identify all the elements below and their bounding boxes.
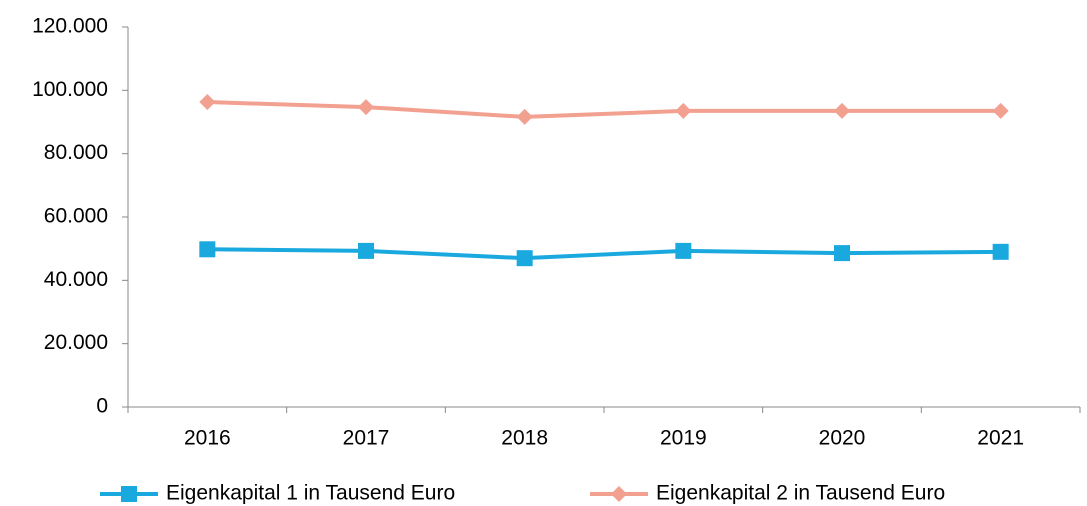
x-tick-label: 2017	[343, 427, 390, 450]
data-point	[834, 245, 850, 262]
data-point	[516, 108, 533, 125]
y-tick-label: 80.000	[44, 141, 108, 164]
data-point	[992, 243, 1009, 260]
data-point	[358, 242, 374, 259]
data-point	[675, 102, 692, 119]
data-point	[834, 102, 850, 119]
x-tick-label: 2018	[501, 427, 548, 450]
x-tick-label: 2019	[660, 427, 707, 450]
legend-marker	[611, 486, 627, 502]
y-tick-label: 60.000	[44, 205, 108, 228]
y-tick-label: 120.000	[32, 15, 108, 38]
y-tick-label: 40.000	[44, 268, 108, 291]
y-tick-label: 100.000	[32, 78, 108, 101]
data-point	[516, 250, 533, 267]
x-tick-label: 2021	[977, 427, 1024, 450]
data-point	[199, 94, 216, 111]
legend-label: Eigenkapital 1 in Tausend Euro	[166, 482, 455, 505]
data-point	[675, 242, 692, 259]
x-tick-label: 2016	[184, 427, 231, 450]
data-point	[358, 99, 374, 116]
legend-label: Eigenkapital 2 in Tausend Euro	[656, 482, 945, 505]
data-point	[199, 241, 216, 258]
series-line	[207, 247, 1001, 261]
legend-marker	[121, 486, 137, 502]
series-line	[207, 100, 1001, 119]
x-tick-label: 2020	[819, 427, 866, 450]
y-tick-label: 0	[96, 395, 108, 418]
y-tick-label: 20.000	[44, 331, 108, 354]
data-point	[992, 102, 1009, 119]
